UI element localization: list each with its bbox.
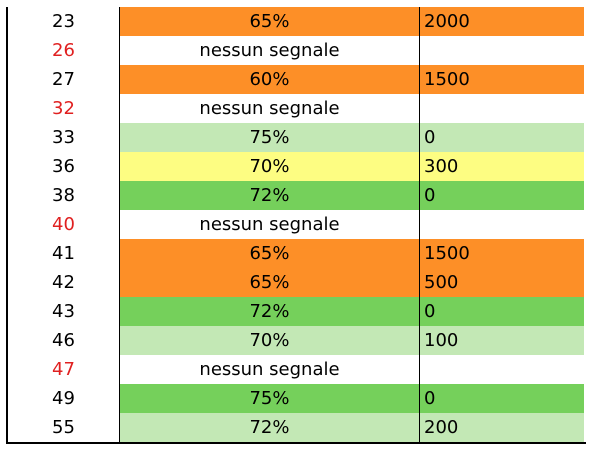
id-cell[interactable]: 43 <box>8 297 120 326</box>
id-cell[interactable]: 36 <box>8 152 120 181</box>
value-cell[interactable] <box>420 94 584 123</box>
id-cell[interactable]: 55 <box>8 413 120 442</box>
value-cell[interactable]: 1500 <box>420 239 584 268</box>
value-cell[interactable] <box>420 36 584 65</box>
id-cell[interactable]: 27 <box>8 65 120 94</box>
table-row: 26 nessun segnale <box>8 36 586 65</box>
signal-percentage-cell[interactable]: 72% <box>120 181 420 210</box>
value-cell[interactable]: 500 <box>420 268 584 297</box>
spreadsheet-table: 23 65% 2000 26 nessun segnale 27 60% 1500 32 ness… <box>6 7 586 444</box>
table-row: 38 72% 0 <box>8 181 586 210</box>
table-row: 47 nessun segnale <box>8 355 586 384</box>
table-row: 23 65% 2000 <box>8 7 586 36</box>
value-cell[interactable]: 200 <box>420 413 584 442</box>
id-cell[interactable]: 38 <box>8 181 120 210</box>
signal-percentage-cell[interactable]: 75% <box>120 384 420 413</box>
table-row: 32 nessun segnale <box>8 94 586 123</box>
value-cell[interactable]: 0 <box>420 297 584 326</box>
signal-percentage-cell[interactable]: nessun segnale <box>120 210 420 239</box>
id-cell[interactable]: 42 <box>8 268 120 297</box>
signal-percentage-cell[interactable]: 65% <box>120 7 420 36</box>
id-cell[interactable]: 40 <box>8 210 120 239</box>
value-cell[interactable]: 0 <box>420 123 584 152</box>
id-cell[interactable]: 23 <box>8 7 120 36</box>
id-cell[interactable]: 46 <box>8 326 120 355</box>
table-row: 27 60% 1500 <box>8 65 586 94</box>
table-row: 41 65% 1500 <box>8 239 586 268</box>
table-row: 43 72% 0 <box>8 297 586 326</box>
id-cell[interactable]: 49 <box>8 384 120 413</box>
signal-percentage-cell[interactable]: 70% <box>120 152 420 181</box>
signal-percentage-cell[interactable]: 65% <box>120 239 420 268</box>
signal-percentage-cell[interactable]: 60% <box>120 65 420 94</box>
value-cell[interactable]: 1500 <box>420 65 584 94</box>
value-cell[interactable]: 300 <box>420 152 584 181</box>
table-row: 40 nessun segnale <box>8 210 586 239</box>
signal-percentage-cell[interactable]: 70% <box>120 326 420 355</box>
value-cell[interactable]: 2000 <box>420 7 584 36</box>
signal-percentage-cell[interactable]: 75% <box>120 123 420 152</box>
id-cell[interactable]: 33 <box>8 123 120 152</box>
value-cell[interactable]: 100 <box>420 326 584 355</box>
table-row: 49 75% 0 <box>8 384 586 413</box>
value-cell[interactable] <box>420 210 584 239</box>
table-row: 42 65% 500 <box>8 268 586 297</box>
id-cell[interactable]: 26 <box>8 36 120 65</box>
table-row: 33 75% 0 <box>8 123 586 152</box>
signal-percentage-cell[interactable]: nessun segnale <box>120 94 420 123</box>
value-cell[interactable] <box>420 355 584 384</box>
signal-percentage-cell[interactable]: 65% <box>120 268 420 297</box>
value-cell[interactable]: 0 <box>420 181 584 210</box>
signal-percentage-cell[interactable]: 72% <box>120 297 420 326</box>
id-cell[interactable]: 32 <box>8 94 120 123</box>
signal-percentage-cell[interactable]: nessun segnale <box>120 36 420 65</box>
value-cell[interactable]: 0 <box>420 384 584 413</box>
signal-percentage-cell[interactable]: 72% <box>120 413 420 442</box>
id-cell[interactable]: 41 <box>8 239 120 268</box>
id-cell[interactable]: 47 <box>8 355 120 384</box>
table-row: 36 70% 300 <box>8 152 586 181</box>
signal-percentage-cell[interactable]: nessun segnale <box>120 355 420 384</box>
table-row: 55 72% 200 <box>8 413 586 442</box>
table-row: 46 70% 100 <box>8 326 586 355</box>
